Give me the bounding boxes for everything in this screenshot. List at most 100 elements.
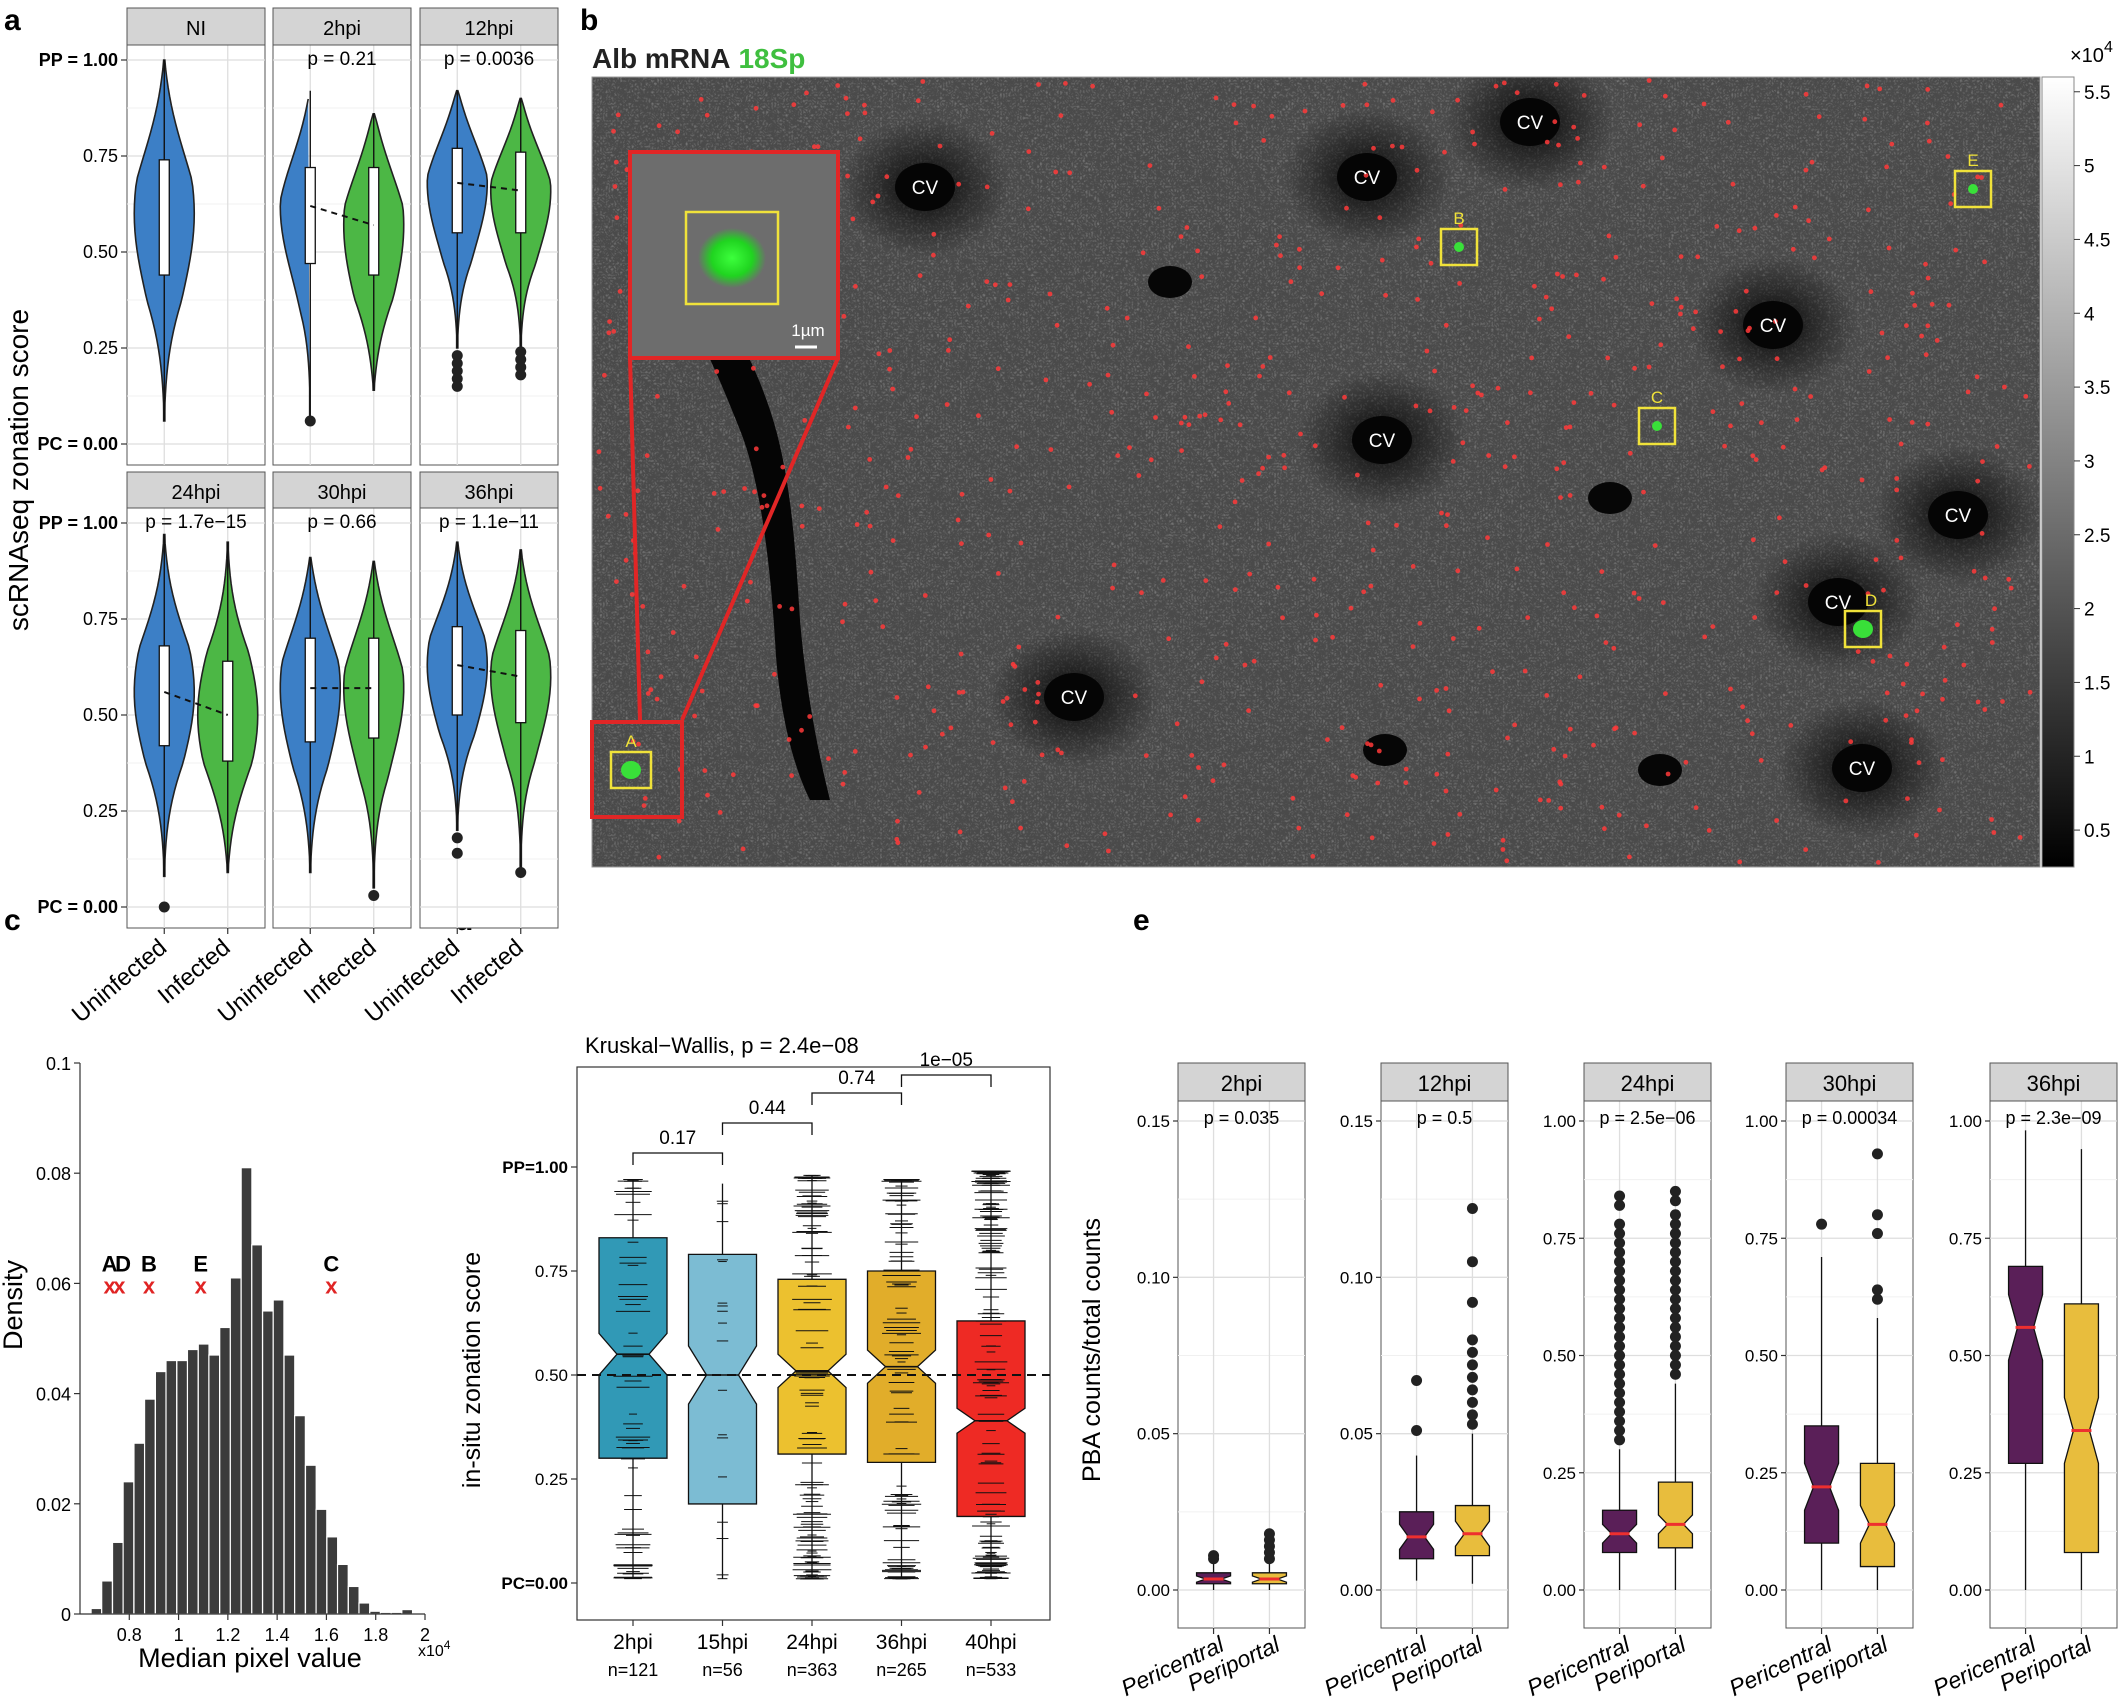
red-dot xyxy=(1026,149,1032,155)
outlier-point xyxy=(1411,1425,1423,1437)
y-tick-label: 0.25 xyxy=(1949,1464,1982,1483)
red-dot xyxy=(1885,355,1890,361)
histogram-bar xyxy=(358,1602,371,1615)
red-dot xyxy=(692,713,697,719)
red-dot xyxy=(1403,766,1409,772)
red-dot xyxy=(612,184,618,189)
outlier-point xyxy=(1669,1303,1681,1315)
red-dot xyxy=(1335,265,1341,271)
colorbar-tick-label: 0.5 xyxy=(2084,821,2110,842)
red-dot xyxy=(862,110,868,116)
panel-d-title: Kruskal−Wallis, p = 2.4e−08 xyxy=(585,1033,859,1058)
inset-yellow-box xyxy=(684,210,780,306)
red-dot xyxy=(1111,562,1117,568)
x-tick-label: 0.8 xyxy=(117,1625,142,1645)
red-dot xyxy=(1361,589,1367,595)
red-dot xyxy=(1884,164,1889,170)
histogram-bar xyxy=(251,1244,264,1615)
red-dot xyxy=(852,405,858,411)
outlier-point xyxy=(1669,1340,1681,1352)
red-dot xyxy=(956,690,962,695)
cv-label: CV xyxy=(1825,593,1852,614)
red-dot xyxy=(1873,557,1879,562)
red-dot xyxy=(1223,389,1229,395)
red-dot xyxy=(1251,658,1257,664)
x-tick-label: Infected xyxy=(446,934,529,1010)
red-dot xyxy=(1599,804,1605,810)
red-dot xyxy=(1008,722,1014,728)
outlier-point xyxy=(1466,1409,1478,1421)
red-dot xyxy=(636,741,641,747)
red-dot xyxy=(1102,831,1108,837)
red-dot xyxy=(1739,401,1745,406)
red-dot xyxy=(1740,704,1745,710)
red-dot xyxy=(1866,207,1871,213)
red-dot xyxy=(1848,739,1854,745)
red-dot xyxy=(1567,493,1573,498)
outlier-point xyxy=(1669,1359,1681,1371)
colorbar xyxy=(2041,76,2075,868)
red-dot xyxy=(1417,620,1423,626)
red-dot xyxy=(1826,236,1832,242)
red-dot xyxy=(699,688,705,694)
red-dot xyxy=(1018,540,1024,546)
red-dot xyxy=(623,557,629,563)
yellow-box xyxy=(1637,406,1677,446)
red-dot xyxy=(1898,555,1904,561)
red-dot xyxy=(1546,798,1552,803)
red-dot xyxy=(1737,859,1743,865)
red-dot xyxy=(1558,805,1564,811)
marker-symbol: x xyxy=(103,1273,116,1298)
red-dot xyxy=(615,112,621,118)
red-dot xyxy=(1529,355,1535,361)
outlier-point xyxy=(1614,1425,1626,1437)
facet-p-value: p = 0.0036 xyxy=(444,49,534,70)
red-dot xyxy=(642,796,648,801)
facet-strip xyxy=(126,7,266,46)
red-dot xyxy=(1058,113,1064,118)
marker-symbol: x xyxy=(325,1273,338,1298)
red-dot xyxy=(1110,585,1115,591)
colorbar-tick-label: 3.5 xyxy=(2084,378,2110,399)
red-dot xyxy=(1417,696,1422,702)
count-label: n=56 xyxy=(702,1660,743,1680)
red-dot xyxy=(658,674,664,680)
outlier-point xyxy=(1871,1284,1883,1296)
comparison-bracket xyxy=(721,1122,813,1135)
red-dot xyxy=(1355,472,1360,478)
red-dot xyxy=(1903,713,1909,718)
red-dot xyxy=(1182,794,1188,800)
red-dot xyxy=(640,604,646,609)
red-dot xyxy=(786,737,792,742)
red-dot xyxy=(1186,344,1191,349)
violin-box xyxy=(451,626,463,716)
red-dot xyxy=(1416,236,1422,242)
red-dot xyxy=(1790,246,1796,252)
red-dot xyxy=(1460,440,1466,446)
histogram-bar xyxy=(294,1415,306,1615)
red-dot xyxy=(1894,487,1900,493)
red-dot xyxy=(931,231,937,237)
red-dot xyxy=(717,810,723,815)
outlier-point xyxy=(515,346,527,358)
red-dot xyxy=(714,369,720,374)
panel-d-boxplot: Kruskal−Wallis, p = 2.4e−08 in-situ zona… xyxy=(458,1033,1051,1680)
y-tick-label: 0.05 xyxy=(1137,1425,1170,1444)
red-dot xyxy=(1213,95,1219,101)
inset-zoom: 1µm xyxy=(590,150,840,819)
red-dot xyxy=(1434,688,1439,693)
x-tick-label: Infected xyxy=(299,934,382,1010)
red-dot xyxy=(1816,114,1822,120)
facet-2hpi: 2hpi p = 0.21 xyxy=(272,7,412,466)
red-dot xyxy=(1182,414,1188,420)
outlier-point xyxy=(1614,1396,1626,1408)
red-dot xyxy=(1413,403,1419,409)
red-dot xyxy=(748,579,753,585)
red-dot xyxy=(1115,453,1121,458)
red-dot xyxy=(1975,174,1980,180)
red-dot xyxy=(1975,478,1981,484)
panel-b-image-border xyxy=(591,76,2041,868)
red-dot xyxy=(1014,444,1019,450)
red-dot xyxy=(1961,662,1967,668)
